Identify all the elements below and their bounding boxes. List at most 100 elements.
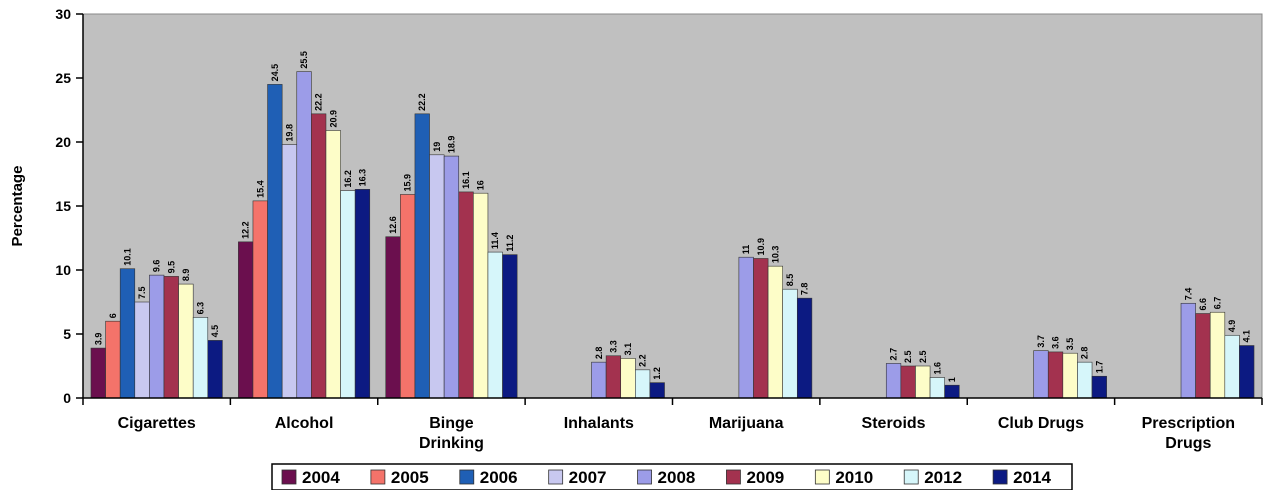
- legend-label: 2004: [302, 468, 340, 487]
- y-tick-labels: 0 5 10 15 20 25 30: [55, 6, 71, 406]
- data-label: 3.5: [1065, 338, 1075, 351]
- data-label: 16.3: [357, 169, 367, 187]
- y-tick-label: 5: [63, 326, 71, 342]
- bar: [385, 236, 401, 399]
- data-label: 10.1: [122, 248, 132, 266]
- bar: [767, 265, 783, 399]
- category-label: Binge: [429, 415, 474, 432]
- bar: [149, 274, 165, 399]
- data-label: 7.5: [137, 286, 147, 299]
- bar: [238, 241, 254, 399]
- data-label: 22.2: [417, 93, 427, 111]
- category-label: Prescription: [1142, 415, 1235, 432]
- data-label: 8.9: [181, 269, 191, 282]
- data-label: 2.8: [1080, 347, 1090, 360]
- data-label: 2.5: [918, 350, 928, 363]
- y-tick-label: 25: [55, 70, 71, 86]
- bar: [119, 268, 136, 399]
- bar: [90, 347, 106, 399]
- data-label: 2.5: [903, 350, 913, 363]
- data-label: 8.5: [785, 274, 795, 287]
- data-label: 11.2: [505, 235, 515, 252]
- data-label: 3.9: [93, 333, 103, 346]
- data-label: 15.4: [255, 180, 265, 198]
- data-label: 6.6: [1198, 298, 1208, 311]
- legend-swatch: [903, 469, 919, 485]
- bar: [1091, 375, 1107, 399]
- bar: [1077, 361, 1093, 399]
- data-label: 3.7: [1036, 335, 1046, 348]
- bar: [296, 71, 312, 399]
- y-tick-label: 10: [55, 262, 71, 278]
- category-label: Drugs: [1165, 435, 1211, 452]
- bar: [900, 365, 916, 399]
- legend-swatch: [281, 469, 297, 485]
- bar: [1224, 334, 1240, 399]
- bar: [885, 363, 902, 399]
- legend-swatch: [548, 469, 564, 485]
- bar: [620, 358, 636, 399]
- bar: [796, 297, 813, 399]
- y-tick-label: 0: [63, 390, 71, 406]
- data-label: 1.6: [932, 362, 942, 375]
- bar: [1195, 313, 1211, 399]
- bar: [605, 355, 622, 399]
- bar: [178, 283, 194, 399]
- data-label: 4.1: [1242, 330, 1252, 343]
- data-label: 6.7: [1213, 297, 1223, 310]
- bar: [944, 384, 960, 399]
- y-tick-label: 15: [55, 198, 71, 214]
- bar: [325, 130, 341, 399]
- bar: [163, 276, 179, 399]
- legend: 2004 2005 2006 2007 2008 2009 2010 2012 2014: [271, 463, 1073, 490]
- bar: [429, 154, 445, 399]
- legend-swatch: [726, 469, 741, 485]
- bar: [354, 189, 371, 399]
- legend-label: 2009: [746, 468, 784, 487]
- data-label: 19: [432, 142, 442, 152]
- data-label: 7.8: [800, 283, 810, 296]
- category-label: Marijuana: [709, 415, 784, 432]
- bar: [340, 190, 356, 399]
- legend-label: 2007: [569, 468, 607, 487]
- data-label: 10.3: [770, 246, 780, 264]
- bar: [591, 361, 607, 399]
- category-labels: Cigarettes Alcohol Binge Drinking Inhalants M…: [118, 415, 1235, 452]
- category-label: Steroids: [862, 415, 926, 432]
- bar: [1062, 352, 1078, 399]
- bar: [414, 113, 430, 399]
- data-label: 9.5: [166, 261, 176, 274]
- bar: [929, 377, 945, 399]
- data-label: 15.9: [403, 174, 413, 192]
- category-label: Drinking: [419, 435, 484, 452]
- legend-label: 2008: [658, 468, 696, 487]
- bar: [738, 256, 754, 399]
- bar: [207, 340, 223, 399]
- bar: [753, 258, 769, 399]
- data-label: 11.4: [490, 232, 500, 249]
- bar: [192, 317, 209, 399]
- bar: [458, 191, 474, 399]
- bar: [105, 320, 121, 399]
- bar: [1033, 350, 1049, 399]
- data-label: 19.8: [284, 124, 294, 142]
- bar: [649, 382, 665, 399]
- data-label: 3.1: [623, 343, 633, 356]
- bar: [1209, 311, 1226, 399]
- bar: [1239, 345, 1255, 399]
- bar: [400, 194, 416, 399]
- bar: [635, 369, 651, 399]
- legend-label: 2014: [1013, 468, 1051, 487]
- category-label: Inhalants: [564, 415, 634, 432]
- legend-swatch: [459, 469, 475, 485]
- data-label: 3.3: [608, 340, 618, 353]
- bar: [267, 84, 283, 399]
- data-label: 4.9: [1227, 320, 1237, 333]
- legend-label: 2006: [480, 468, 518, 487]
- data-label: 24.5: [270, 64, 280, 82]
- legend-swatch: [370, 469, 386, 485]
- bar: [281, 144, 298, 399]
- data-label: 9.6: [152, 260, 162, 273]
- data-label: 12.6: [388, 216, 398, 234]
